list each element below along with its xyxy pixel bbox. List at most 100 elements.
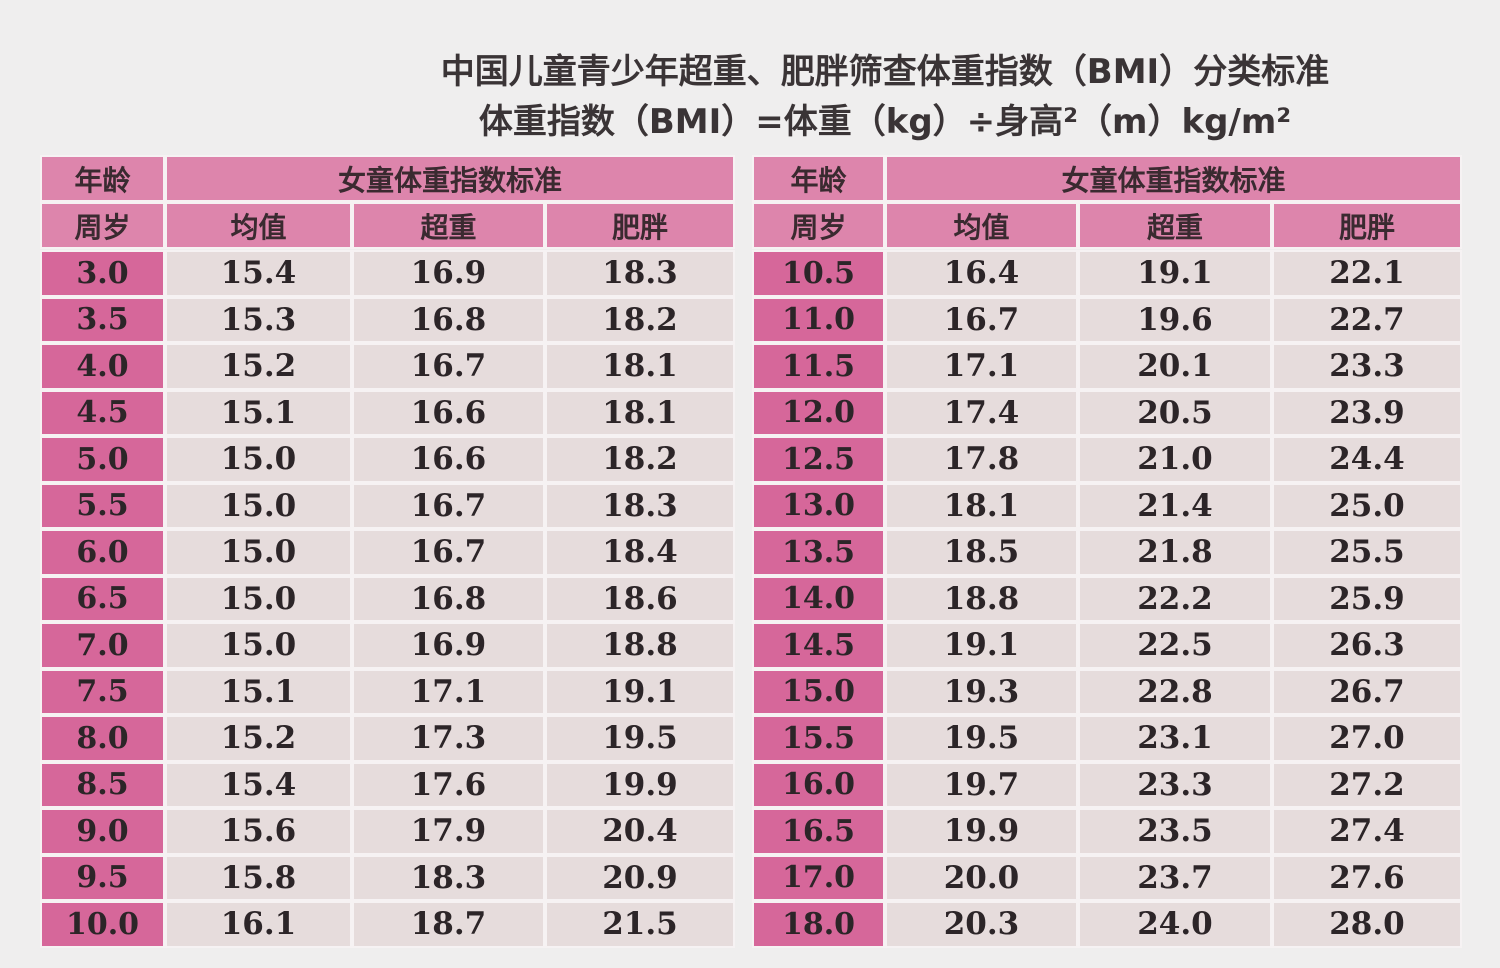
age-value: 6.0 — [40, 529, 165, 576]
column-header: 均值 — [165, 202, 352, 249]
bmi-value: 15.0 — [165, 575, 352, 622]
age-value: 10.0 — [40, 901, 165, 948]
column-header: 超重 — [1078, 202, 1272, 249]
bmi-value: 15.0 — [165, 482, 352, 529]
age-unit: 周岁 — [752, 202, 885, 249]
bmi-value: 21.0 — [1078, 436, 1272, 483]
bmi-value: 18.1 — [545, 389, 735, 436]
bmi-value: 21.5 — [545, 901, 735, 948]
bmi-value: 19.5 — [545, 715, 735, 762]
bmi-value: 23.3 — [1272, 343, 1462, 390]
bmi-value: 15.0 — [165, 529, 352, 576]
bmi-value: 18.6 — [545, 575, 735, 622]
age-value: 10.5 — [752, 250, 885, 297]
bmi-value: 15.4 — [165, 250, 352, 297]
bmi-value: 23.5 — [1078, 808, 1272, 855]
age-value: 15.0 — [752, 668, 885, 715]
bmi-value: 22.7 — [1272, 296, 1462, 343]
age-value: 13.5 — [752, 529, 885, 576]
age-label: 年龄 — [752, 155, 885, 202]
bmi-value: 23.9 — [1272, 389, 1462, 436]
bmi-value: 18.3 — [352, 854, 545, 901]
bmi-value: 20.4 — [545, 808, 735, 855]
bmi-value: 18.2 — [545, 296, 735, 343]
bmi-value: 26.7 — [1272, 668, 1462, 715]
age-value: 14.5 — [752, 622, 885, 669]
bmi-value: 20.3 — [885, 901, 1078, 948]
bmi-value: 22.1 — [1272, 250, 1462, 297]
bmi-value: 19.3 — [885, 668, 1078, 715]
age-value: 16.5 — [752, 808, 885, 855]
bmi-value: 17.1 — [885, 343, 1078, 390]
bmi-value: 22.8 — [1078, 668, 1272, 715]
bmi-value: 19.6 — [1078, 296, 1272, 343]
bmi-value: 15.1 — [165, 389, 352, 436]
age-value: 3.0 — [40, 250, 165, 297]
age-value: 12.0 — [752, 389, 885, 436]
age-unit: 周岁 — [40, 202, 165, 249]
bmi-value: 20.5 — [1078, 389, 1272, 436]
bmi-value: 16.1 — [165, 901, 352, 948]
bmi-value: 27.0 — [1272, 715, 1462, 762]
bmi-value: 21.4 — [1078, 482, 1272, 529]
bmi-value: 24.4 — [1272, 436, 1462, 483]
bmi-value: 15.2 — [165, 343, 352, 390]
bmi-value: 23.1 — [1078, 715, 1272, 762]
title: 中国儿童青少年超重、肥胖筛查体重指数（BMI）分类标准 — [440, 52, 1330, 92]
bmi-value: 18.3 — [545, 250, 735, 297]
bmi-value: 25.0 — [1272, 482, 1462, 529]
bmi-value: 25.9 — [1272, 575, 1462, 622]
bmi-value: 17.8 — [885, 436, 1078, 483]
bmi-value: 18.3 — [545, 482, 735, 529]
bmi-value: 18.8 — [545, 622, 735, 669]
bmi-value: 16.9 — [352, 622, 545, 669]
bmi-value: 19.7 — [885, 761, 1078, 808]
age-value: 5.0 — [40, 436, 165, 483]
age-value: 17.0 — [752, 854, 885, 901]
bmi-value: 20.9 — [545, 854, 735, 901]
bmi-value: 20.1 — [1078, 343, 1272, 390]
age-value: 8.0 — [40, 715, 165, 762]
bmi-value: 19.9 — [545, 761, 735, 808]
bmi-value: 15.8 — [165, 854, 352, 901]
age-value: 7.5 — [40, 668, 165, 715]
bmi-value: 17.1 — [352, 668, 545, 715]
age-value: 11.5 — [752, 343, 885, 390]
age-value: 11.0 — [752, 296, 885, 343]
bmi-value: 19.9 — [885, 808, 1078, 855]
bmi-value: 26.3 — [1272, 622, 1462, 669]
bmi-value: 16.8 — [352, 296, 545, 343]
bmi-value: 24.0 — [1078, 901, 1272, 948]
bmi-value: 15.4 — [165, 761, 352, 808]
bmi-value: 23.7 — [1078, 854, 1272, 901]
bmi-value: 16.7 — [352, 529, 545, 576]
age-value: 12.5 — [752, 436, 885, 483]
age-value: 18.0 — [752, 901, 885, 948]
column-header: 均值 — [885, 202, 1078, 249]
bmi-value: 28.0 — [1272, 901, 1462, 948]
bmi-value: 19.5 — [885, 715, 1078, 762]
age-value: 3.5 — [40, 296, 165, 343]
bmi-value: 15.6 — [165, 808, 352, 855]
formula: 体重指数（BMI）=体重（kg）÷身高²（m）kg/m² — [478, 102, 1292, 142]
age-value: 9.5 — [40, 854, 165, 901]
bmi-value: 18.5 — [885, 529, 1078, 576]
bmi-value: 17.4 — [885, 389, 1078, 436]
age-value: 14.0 — [752, 575, 885, 622]
age-value: 15.5 — [752, 715, 885, 762]
bmi-value: 22.5 — [1078, 622, 1272, 669]
bmi-value: 19.1 — [1078, 250, 1272, 297]
bmi-value: 15.2 — [165, 715, 352, 762]
bmi-value: 15.0 — [165, 622, 352, 669]
age-label: 年龄 — [40, 155, 165, 202]
bmi-value: 16.9 — [352, 250, 545, 297]
bmi-value: 18.1 — [885, 482, 1078, 529]
bmi-value: 25.5 — [1272, 529, 1462, 576]
bmi-value: 16.7 — [352, 343, 545, 390]
age-value: 9.0 — [40, 808, 165, 855]
bmi-value: 16.8 — [352, 575, 545, 622]
bmi-value: 18.7 — [352, 901, 545, 948]
bmi-value: 18.8 — [885, 575, 1078, 622]
bmi-value: 27.4 — [1272, 808, 1462, 855]
